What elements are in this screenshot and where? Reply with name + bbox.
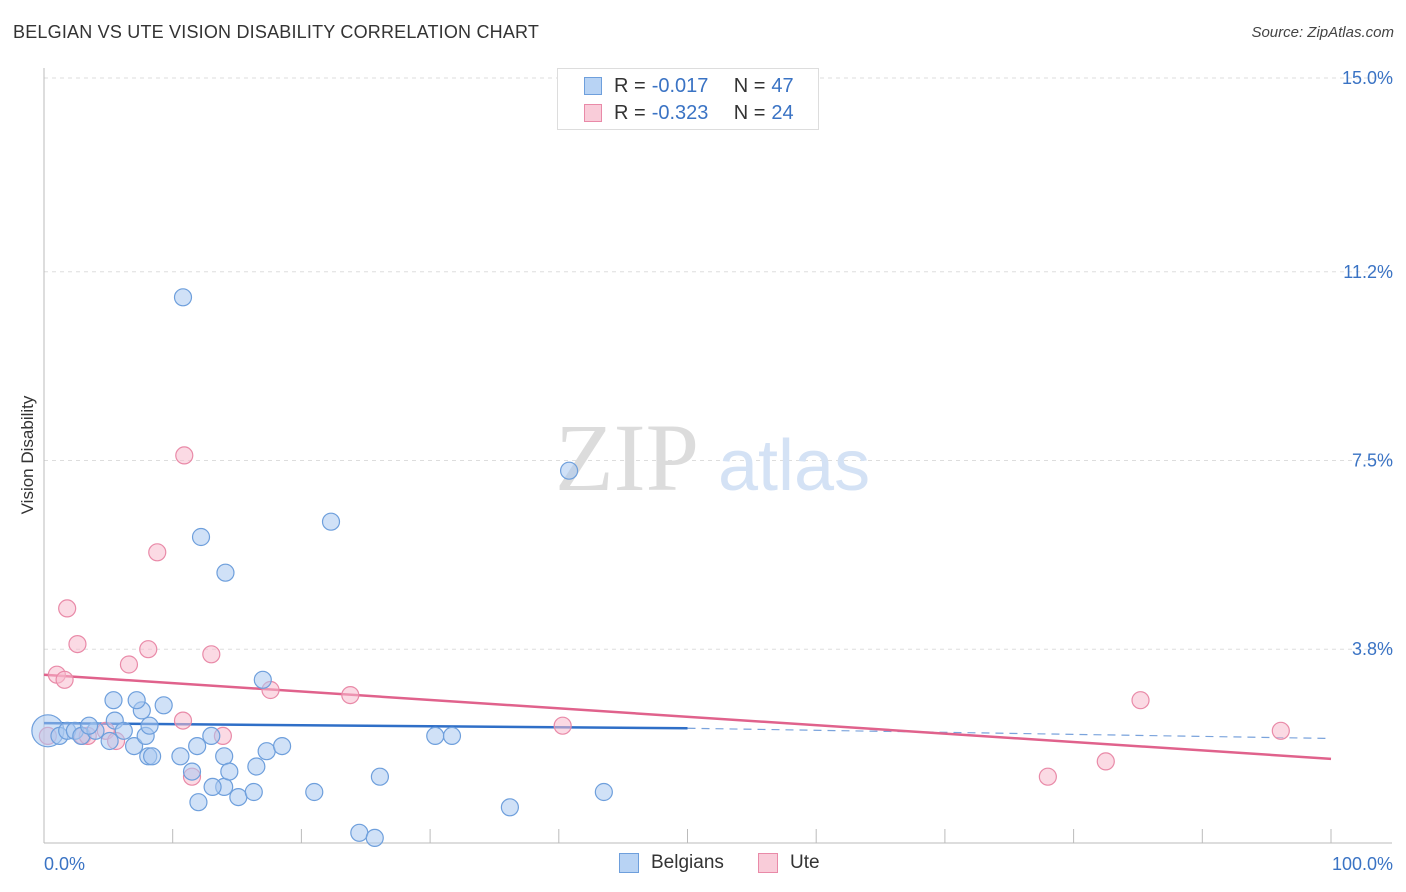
belgian-point [124, 736, 144, 756]
belgian-point [229, 787, 248, 807]
x-tick-label: 0.0% [44, 854, 85, 874]
legend-item-belgians[interactable]: Belgians [619, 852, 724, 874]
n-value: 24 [771, 101, 794, 124]
ute-point [1096, 752, 1115, 771]
n-label: N = [733, 74, 766, 97]
gridlines [44, 77, 1392, 650]
belgian-point [191, 527, 211, 547]
source-label: Source: ZipAtlas.com [1251, 24, 1394, 41]
ute-point [173, 711, 193, 730]
belgian-point [426, 726, 445, 746]
r-label: R = [614, 74, 646, 97]
ute-point [1131, 691, 1150, 710]
ute-legend-swatch [758, 853, 778, 873]
ute-point [148, 543, 167, 562]
belgian-point [171, 747, 190, 766]
belgian-point [247, 757, 266, 776]
n-label: N = [733, 101, 766, 124]
belgians-trendline-extension [687, 727, 1332, 740]
tick-labels: 3.8% 7.5% 11.2% 15.0% 0.0% 100.0% [44, 68, 1393, 874]
legend-row-belgians: R = -0.017 N = 47 [558, 73, 794, 99]
y-tick-label: 3.8% [1352, 639, 1393, 659]
belgian-point [365, 828, 384, 848]
watermark-zip: ZIP [555, 404, 699, 511]
ute-point [139, 640, 158, 659]
belgian-point [559, 461, 579, 480]
series-legend: Belgians Ute [0, 852, 1406, 878]
trendlines [43, 673, 1332, 761]
legend-label-ute: Ute [790, 852, 820, 873]
ute-point [175, 446, 194, 465]
belgian-point [500, 798, 519, 817]
axes [43, 68, 1392, 844]
ute-trendline [43, 673, 1332, 761]
ute-point [58, 599, 77, 618]
belgian-point [594, 782, 613, 802]
belgian-point [253, 670, 272, 689]
r-value: -0.323 [651, 101, 709, 124]
belgian-point [220, 762, 239, 781]
y-tick-label: 15.0% [1342, 68, 1393, 88]
belgian-point [203, 777, 222, 797]
belgian-point [321, 512, 341, 531]
belgian-point [182, 762, 202, 781]
legend-label-belgians: Belgians [651, 852, 724, 873]
belgian-points [31, 288, 613, 848]
belgian-point [442, 726, 462, 746]
belgian-point [305, 782, 324, 802]
belgian-point [143, 747, 162, 766]
belgian-point [127, 691, 146, 710]
belgians-swatch [584, 77, 602, 95]
belgian-point [189, 793, 208, 812]
y-tick-label: 11.2% [1343, 262, 1393, 282]
r-value: -0.017 [651, 74, 709, 97]
belgian-point [100, 731, 119, 751]
ute-point [341, 685, 360, 705]
belgians-legend-swatch [619, 853, 639, 873]
belgian-point [79, 716, 99, 735]
correlation-legend: R = -0.017 N = 47 R = -0.323 N = 24 [557, 68, 819, 130]
belgian-point [244, 782, 263, 802]
x-tick-label: 100.0% [1332, 854, 1393, 874]
belgian-point [173, 288, 193, 307]
ute-point [202, 645, 221, 664]
ute-point [55, 670, 74, 689]
legend-row-ute: R = -0.323 N = 24 [558, 100, 794, 126]
belgian-point [370, 767, 390, 786]
ute-point [119, 655, 139, 674]
belgian-point [215, 747, 234, 766]
belgian-point [140, 716, 159, 735]
belgian-point [257, 742, 276, 761]
belgian-point [216, 563, 235, 582]
legend-item-ute[interactable]: Ute [758, 852, 820, 874]
n-value: 47 [771, 74, 794, 97]
ute-point [68, 634, 87, 654]
belgian-point [188, 736, 207, 756]
ute-point [1271, 721, 1290, 740]
y-tick-label: 7.5% [1352, 451, 1393, 471]
r-label: R = [614, 101, 646, 124]
belgian-point [104, 691, 123, 710]
watermark: ZIP atlas [555, 404, 870, 511]
belgian-point [350, 823, 369, 842]
ute-point [553, 716, 572, 735]
watermark-atlas: atlas [718, 426, 870, 506]
belgian-point [154, 696, 173, 715]
belgian-point [202, 726, 221, 746]
belgian-point [114, 721, 133, 740]
ute-point [1038, 767, 1057, 786]
ute-swatch [584, 104, 602, 122]
belgian-point [272, 736, 292, 756]
chart-title: BELGIAN VS UTE VISION DISABILITY CORRELA… [13, 22, 540, 42]
